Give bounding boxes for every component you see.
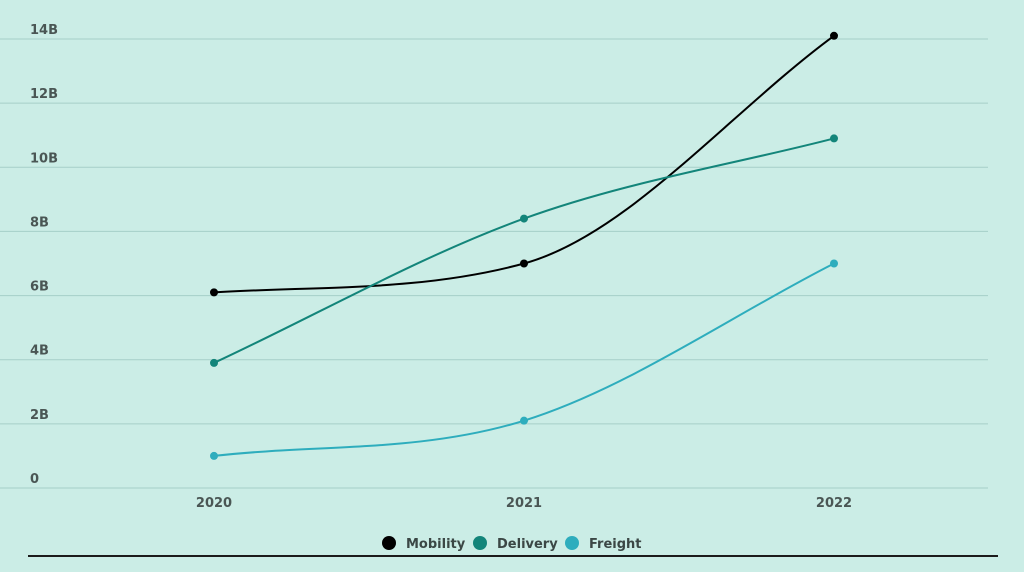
- y-tick-label: 4B: [30, 344, 49, 359]
- gridlines: [0, 38, 988, 489]
- legend-label: Delivery: [497, 537, 558, 552]
- x-axis-ticks: 2020 2021 2022: [196, 496, 852, 511]
- legend-item-mobility: Mobility: [382, 536, 466, 552]
- y-tick-label: 8B: [30, 215, 49, 230]
- x-tick-label: 2021: [506, 496, 542, 511]
- series-line-mobility: [213, 34, 835, 294]
- legend-item-freight: Freight: [565, 536, 642, 552]
- data-point-mobility: [520, 259, 528, 268]
- legend-label: Mobility: [406, 537, 466, 552]
- legend-item-delivery: Delivery: [473, 536, 558, 552]
- legend-marker: [473, 536, 487, 550]
- data-point-freight: [520, 416, 528, 425]
- legend-label: Freight: [589, 537, 642, 552]
- series-freight: [210, 259, 838, 460]
- data-point-delivery: [210, 358, 218, 367]
- series-lines: [210, 31, 838, 460]
- series-mobility: [210, 31, 838, 297]
- y-tick-label: 10B: [30, 151, 58, 166]
- y-tick-label: 6B: [30, 280, 49, 295]
- legend-marker: [565, 536, 579, 550]
- x-tick-label: 2020: [196, 496, 232, 511]
- series-line-delivery: [213, 137, 835, 364]
- series-delivery: [210, 134, 838, 367]
- data-point-freight: [210, 451, 218, 460]
- y-tick-label: 2B: [30, 408, 49, 423]
- legend-marker: [382, 536, 396, 550]
- y-tick-label: 14B: [30, 23, 58, 38]
- data-point-freight: [830, 259, 838, 268]
- legend: Mobility Delivery Freight: [382, 536, 642, 552]
- data-point-mobility: [210, 288, 218, 297]
- y-axis-ticks: 0 2B 4B 6B 8B 10B 12B 14B: [30, 23, 58, 487]
- data-point-delivery: [520, 214, 528, 223]
- y-tick-label: 12B: [30, 87, 58, 102]
- data-point-mobility: [830, 31, 838, 40]
- x-tick-label: 2022: [816, 496, 852, 511]
- y-tick-label: 0: [30, 472, 39, 487]
- data-point-delivery: [830, 134, 838, 143]
